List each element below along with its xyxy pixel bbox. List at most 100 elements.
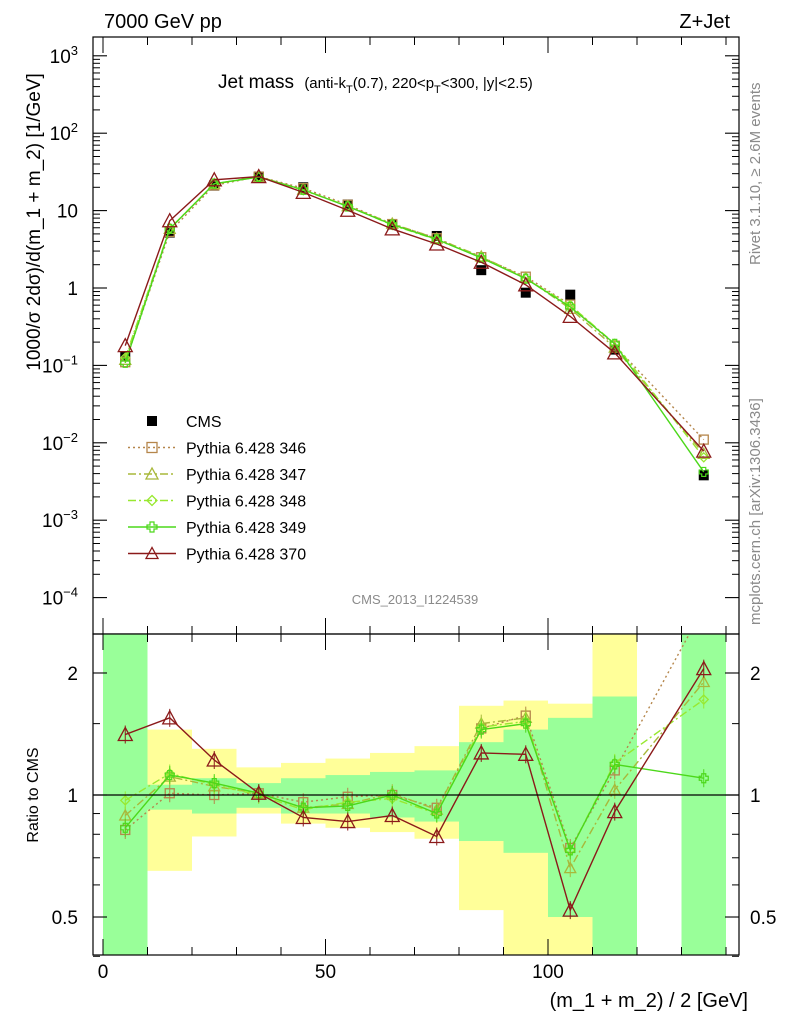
data-point — [206, 171, 223, 187]
ratio-data-point — [387, 789, 398, 801]
analysis-id: CMS_2013_I1224539 — [352, 592, 479, 607]
ratio-data-point — [250, 784, 267, 800]
main-title-text: Jet mass — [218, 72, 294, 93]
legend-label: Pythia 6.428 348 — [186, 494, 306, 511]
ratio-data-point — [517, 745, 534, 761]
series-pythia-6-428-370 — [117, 168, 712, 458]
data-point — [517, 276, 534, 292]
ratio-data-point — [342, 800, 353, 811]
legend: CMS Pythia 6.428 346 Pythia 6.428 347 Pythi… — [128, 414, 306, 564]
legend-entry: Pythia 6.428 348 — [128, 494, 306, 511]
tick-label: 10−4 — [42, 585, 78, 610]
ratio-data-point — [117, 726, 134, 742]
ratio-data-point — [164, 769, 175, 781]
data-point — [520, 287, 531, 298]
ratio-data-point — [609, 759, 620, 770]
x-axis-label: (m_1 + m_2) / 2 [GeV] — [550, 990, 748, 1012]
ratio-data-point — [476, 724, 487, 735]
legend-label: Pythia 6.428 370 — [186, 547, 306, 564]
tick-label: 1 — [67, 279, 78, 300]
ratio-data-point — [698, 694, 710, 705]
tick-label-right: 0.5 — [750, 908, 776, 929]
tick-label-right: 1 — [750, 786, 761, 807]
tick-label-right: 2 — [750, 664, 761, 685]
ratio-series-pythia-6-428-370 — [117, 659, 712, 920]
series-cms — [120, 172, 709, 481]
data-point — [342, 201, 353, 212]
rivet-side-label: Rivet 3.1.10, ≥ 2.6M events — [747, 83, 764, 266]
legend-label: Pythia 6.428 347 — [186, 467, 306, 484]
ratio-data-point — [119, 794, 131, 806]
main-y-ticks: 10−4 10−3 10−2 10−1 1 10 102 103 — [42, 43, 739, 610]
legend-marker — [146, 494, 158, 507]
ratio-data-point — [562, 901, 579, 917]
ratio-data-point — [520, 718, 531, 729]
ratio-data-point — [431, 808, 442, 819]
legend-marker — [144, 546, 160, 560]
data-point — [117, 337, 134, 353]
tick-label: 102 — [50, 120, 78, 145]
legend-marker — [147, 416, 157, 426]
ratio-data-point — [384, 807, 401, 823]
ratio-data-point — [295, 809, 312, 825]
data-point — [295, 183, 312, 200]
legend-entry: Pythia 6.428 347 — [128, 466, 306, 484]
ratio-y-axis-label: Ratio to CMS — [25, 747, 42, 842]
legend-entry: Pythia 6.428 346 — [128, 441, 306, 458]
energy-label: 7000 GeV pp — [104, 11, 222, 33]
data-point — [161, 212, 178, 228]
tick-label: 0 — [98, 962, 109, 983]
main-plot-area — [117, 168, 712, 481]
ratio-data-point — [608, 782, 622, 795]
data-point — [698, 466, 709, 478]
x-ticks: 0 50 100 — [98, 37, 727, 983]
data-point — [298, 182, 309, 193]
series-line — [124, 176, 705, 455]
data-point — [562, 307, 579, 324]
ratio-data-point — [428, 828, 445, 844]
ratio-data-point — [565, 845, 576, 856]
ratio-data-point — [206, 751, 223, 767]
data-point — [698, 470, 709, 481]
data-point — [565, 289, 576, 300]
tick-label: 103 — [50, 43, 78, 68]
series-pythia-6-428-346 — [120, 171, 709, 445]
ratio-data-point — [698, 773, 709, 784]
legend-marker — [146, 441, 158, 454]
ratio-data-point — [298, 802, 309, 813]
legend-label: Pythia 6.428 349 — [186, 520, 306, 537]
main-y-axis-label: 1000/σ 2dσ)/d(m_1 + m_2) [1/GeV] — [24, 73, 45, 371]
legend-entry: CMS — [147, 414, 222, 431]
legend-label: CMS — [186, 414, 222, 431]
ratio-data-point — [164, 788, 175, 799]
series-pythia-6-428-349 — [120, 171, 709, 478]
data-point — [428, 235, 445, 251]
series-line — [124, 176, 705, 473]
ratio-data-point — [473, 744, 490, 760]
tick-label: 100 — [532, 962, 564, 983]
tick-label: 2 — [67, 664, 78, 685]
legend-label: Pythia 6.428 346 — [186, 441, 306, 458]
data-point — [120, 357, 131, 368]
ratio-data-point — [161, 709, 178, 725]
tick-label: 1 — [67, 786, 78, 807]
mcplots-side-label: mcplots.cern.ch [arXiv:1306.3436] — [747, 398, 764, 625]
ratio-data-point — [695, 660, 712, 676]
process-label: Z+Jet — [679, 11, 730, 33]
ratio-data-point — [120, 822, 131, 833]
main-frame — [92, 36, 740, 635]
legend-entry: Pythia 6.428 349 — [128, 520, 306, 537]
tick-label: 0.5 — [52, 908, 78, 929]
main-title-detail: (anti-kT(0.7), 220<pT<300, |y|<2.5) — [304, 75, 533, 96]
data-point — [250, 168, 267, 184]
inner-uncertainty-band — [592, 696, 637, 955]
legend-marker — [144, 466, 160, 480]
data-point — [473, 253, 490, 269]
tick-label: 10 — [57, 202, 78, 223]
data-point — [339, 201, 356, 217]
main-panel: 10−4 10−3 10−2 10−1 1 10 102 103 Jet mass (anti… — [24, 36, 740, 635]
series-line — [124, 175, 705, 441]
data-point — [698, 451, 710, 463]
data-point — [565, 301, 576, 312]
